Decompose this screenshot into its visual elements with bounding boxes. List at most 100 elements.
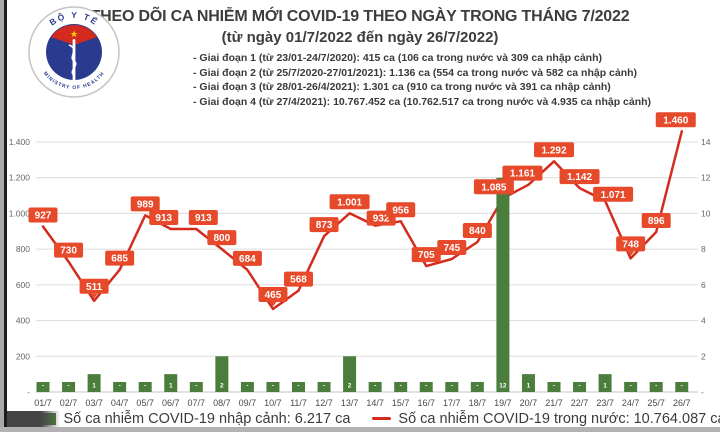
imported-cases-bar [649,382,663,392]
imported-cases-bar [292,382,305,392]
data-label-text: 800 [214,233,231,244]
imported-cases-bar [394,382,408,392]
bar-value-label: - [42,383,44,390]
data-label-box [559,169,600,185]
y-axis-label-left: - [27,387,30,397]
data-label-box [232,250,262,266]
y-axis-label-right: 14 [701,137,711,147]
x-axis-label: 19/7 [494,398,512,408]
x-axis-label: 15/7 [392,398,410,408]
data-label-text: 840 [469,226,486,237]
stage-2-summary: - Giai đoạn 2 (từ 25/7/2020-27/01/2021):… [193,66,638,79]
x-axis-label: 17/7 [443,398,461,408]
data-label-box [534,142,574,158]
legend-label-domestic: Số ca nhiễm COVID-19 trong nước: 10.764.… [398,410,720,427]
imported-cases-bar [598,374,612,392]
data-label-text: 465 [265,290,282,301]
imported-cases-bar [675,382,689,392]
bar-value-label: - [425,383,427,390]
data-label-text: 989 [137,199,154,210]
data-label-box [54,242,84,258]
imported-cases-bar [164,374,178,392]
x-axis-label: 24/7 [622,398,640,408]
data-label-box [473,179,514,195]
imported-cases-bar [189,382,203,392]
imported-cases-bar [496,177,510,392]
y-axis-label-left: 1.400 [9,137,31,147]
data-label-box [616,236,646,252]
page-subtitle: (từ ngày 01/7/2022 đến ngày 26/7/2022) [221,29,499,46]
imported-cases-bar [419,382,433,392]
data-label-text: 685 [111,254,128,265]
imported-cases-bar [215,356,229,392]
data-label-text: 913 [155,213,172,224]
x-axis-label: 06/7 [162,398,180,408]
imported-cases-bar [266,382,280,392]
legend-label-imported: Số ca nhiễm COVID-19 nhập cảnh: 6.217 ca [63,410,351,427]
x-axis-label: 18/7 [469,398,487,408]
data-label-text: 1.292 [541,145,566,156]
x-axis-label: 05/7 [136,398,154,408]
data-label-box [188,209,218,225]
data-label-text: 913 [195,213,212,224]
bar-value-label: - [272,383,274,390]
bar-value-label: - [681,383,683,390]
bar-value-label: - [67,383,69,390]
data-label-box [207,230,237,246]
y-axis-label-right: - [701,387,704,397]
page-title: THEO DÕI CA NHIỄM MỚI COVID-19 THEO NGÀY… [90,8,630,25]
x-axis-label: 09/7 [239,398,257,408]
bar-value-label: 1 [169,383,173,390]
x-axis-label: 21/7 [545,398,563,408]
imported-cases-bar [521,374,535,392]
imported-cases-bar [138,382,152,392]
bar-value-label: - [246,383,248,390]
ministry-of-health-logo: ★ BỘ Y TẾ MINISTRY OF HEALTH [28,6,120,98]
bar-value-label: 2 [348,383,352,390]
bar-value-label: - [451,383,453,390]
data-label-box [28,207,58,223]
y-axis-label-left: 1.200 [9,173,31,183]
legend-item-imported: Số ca nhiễm COVID-19 nhập cảnh: 6.217 ca [36,411,350,427]
data-label-box [386,202,416,218]
y-axis-label-right: 12 [701,173,711,183]
x-axis-label: 23/7 [596,398,614,408]
x-axis-label: 03/7 [85,398,103,408]
data-label-pointer [627,251,635,256]
stage-4-summary: - Giai đoạn 4 (từ 27/4/2021): 10.767.452… [193,95,652,108]
x-axis-label: 16/7 [417,398,435,408]
y-axis-label-right: 2 [701,351,706,361]
y-axis-label-left: 200 [16,351,30,361]
bar-value-label: - [297,383,299,390]
chart-legend: Số ca nhiễm COVID-19 nhập cảnh: 6.217 ca… [0,408,720,429]
x-axis-label: 11/7 [290,398,307,408]
x-axis-label: 25/7 [647,398,665,408]
data-label-box [105,250,135,266]
bar-value-label: - [374,383,376,390]
data-label-text: 873 [316,220,333,231]
data-label-text: 896 [648,216,665,227]
logo-snake-icon [68,44,77,76]
bar-value-label: - [578,383,580,390]
bar-value-label: - [195,383,197,390]
imported-cases-bar [445,382,459,392]
data-label-text: 956 [392,205,409,216]
y-axis-label-right: 4 [701,316,706,326]
bar-value-label: - [553,383,555,390]
data-label-text: 1.142 [567,172,592,183]
bar-value-label: - [119,383,121,390]
imported-cases-bar [547,382,561,392]
bar-value-label: - [400,383,402,390]
data-label-box [462,223,492,239]
bar-value-label: 1 [603,383,607,390]
x-axis-label: 10/7 [264,398,282,408]
x-axis-label: 26/7 [673,398,691,408]
bar-value-label: 1 [92,383,96,390]
imported-cases-bar [624,382,638,392]
data-label-box [411,247,441,263]
data-label-box [437,239,467,255]
bar-value-label: - [630,383,632,390]
x-axis-label: 22/7 [571,398,589,408]
stage-3-summary: - Giai đoạn 3 (từ 28/01-26/4/2021): 1.30… [193,81,611,94]
y-axis-label-left: 1.000 [9,208,31,218]
